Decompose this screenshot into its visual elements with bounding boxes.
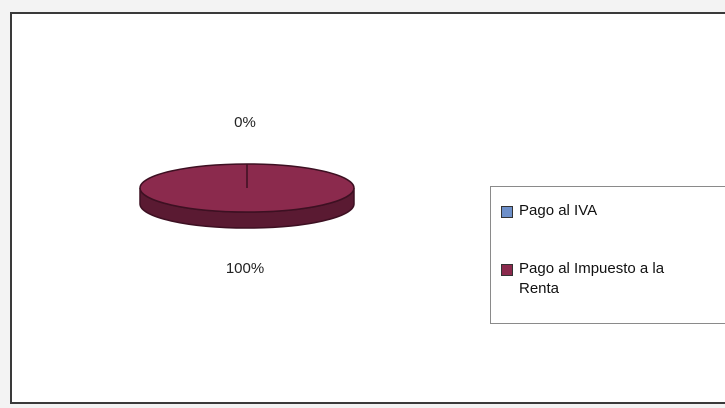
pie-top — [139, 163, 355, 213]
pie-chart — [139, 163, 355, 229]
legend-label-renta: Pago al Impuesto a la Renta — [519, 260, 665, 297]
legend-item-iva: Pago al IVA — [501, 201, 679, 221]
legend-label-iva: Pago al IVA — [519, 202, 598, 219]
legend-item-renta: Pago al Impuesto a la Renta — [501, 259, 679, 299]
slice-label-iva: 0% — [234, 114, 256, 131]
chart-frame: 0% 100% Pago al IVA Pago al Impuesto a l… — [10, 12, 725, 404]
legend-swatch-renta — [501, 264, 513, 276]
legend-swatch-iva — [501, 206, 513, 218]
legend: Pago al IVA Pago al Impuesto a la Renta — [490, 186, 725, 324]
slice-label-renta: 100% — [225, 260, 265, 277]
